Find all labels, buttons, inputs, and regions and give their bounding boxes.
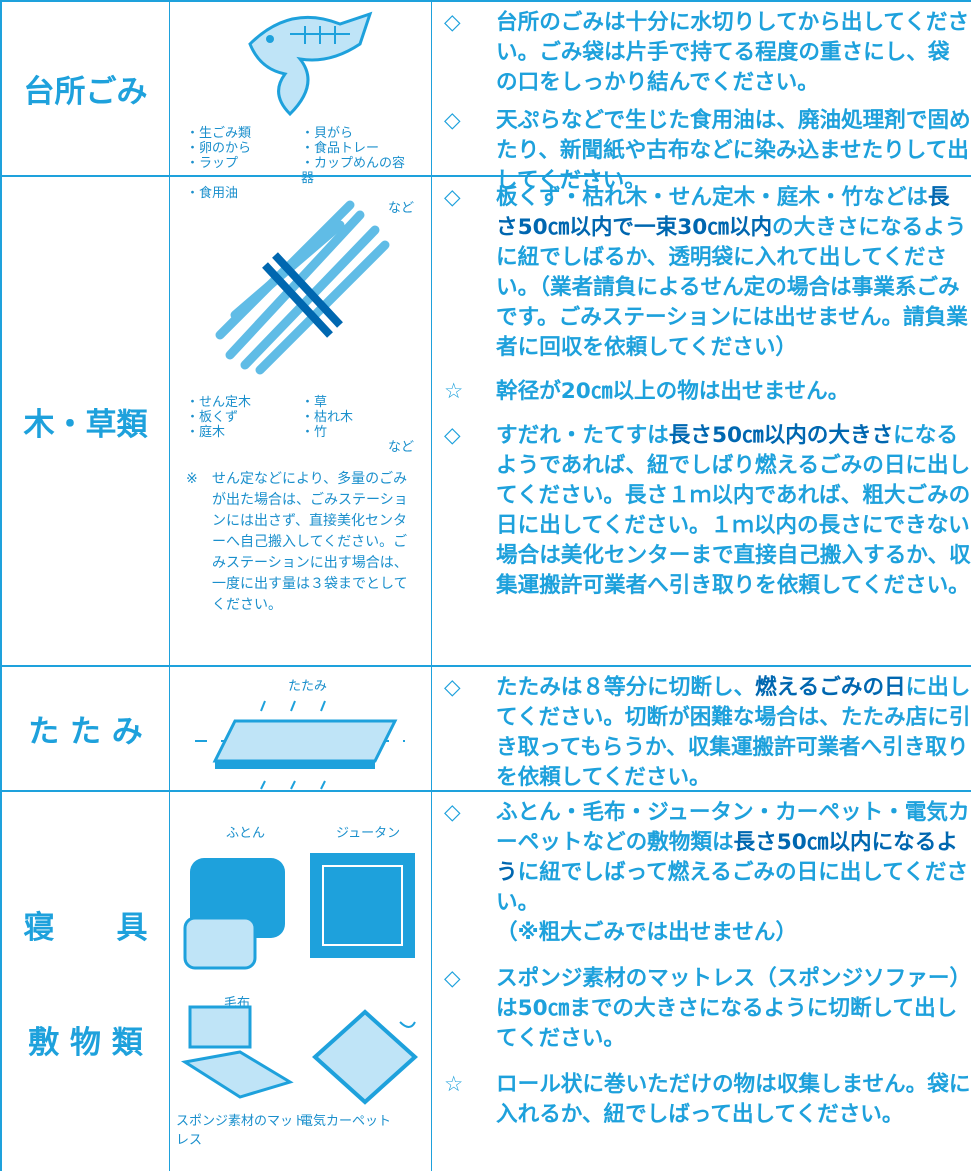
bullet: ◇ [444, 185, 461, 210]
paragraph-text: 幹径が20㎝以上の物は出せません。 [496, 377, 971, 407]
emphasis: 長さ50㎝以内の大きさ [668, 423, 894, 448]
item: ・板くず [186, 410, 239, 425]
image-label: 電気カーペット [300, 1114, 392, 1129]
item-etc: など [387, 440, 414, 455]
text-run: すだれ・たてすは [496, 423, 669, 448]
paragraph: ◇ ふとん・毛布・ジュータン・カーペット・電気カーペットなどの敷物類は長さ50㎝以… [440, 798, 971, 948]
note-mark: ※ [186, 471, 198, 487]
bullet: ☆ [444, 1072, 464, 1097]
text-run: たたみは８等分に切断し、 [496, 675, 756, 700]
paragraph-text: すだれ・たてすは長さ50㎝以内の大きさになるようであれば、紐でしばり燃えるごみの… [496, 421, 971, 601]
category-cell: 寝 具敷 物 類 [0, 792, 170, 1171]
item: ・貝がら [301, 126, 354, 141]
paragraph-text: ふとん・毛布・ジュータン・カーペット・電気カーペットなどの敷物類は長さ50㎝以内… [496, 798, 971, 948]
category-label: 寝 具 [23, 909, 148, 946]
note-text: せん定などにより、多量のごみが出た場合は、ごみステーションには出さず、直接美化セ… [212, 471, 408, 613]
category-label: た た み [28, 714, 143, 750]
text-run: スポンジ素材のマットレス（スポンジソファー）は50㎝までの大きさになるように切断… [496, 966, 961, 1051]
item: ・卵のから [186, 141, 252, 156]
category-label: 敷 物 類 [28, 1024, 143, 1061]
text-run: 板くず・枯れ木・せん定木・庭木・竹などは [496, 185, 928, 210]
item: ・食用油 [186, 186, 239, 201]
table-row: 寝 具敷 物 類ふとん ジュータン 毛布 スポンジ素材のマットレス 電気カーペット ◇ ふと… [0, 790, 971, 1171]
item-list: ・せん定木 ・草・板くず ・枯れ木・庭木 ・竹 [186, 395, 416, 440]
item-etc: など [387, 201, 414, 216]
table-row: 木・草類 ・せん定木 ・草 ・板くず ・枯れ木 ・庭木 ・竹 など ※ せん定などにより、多量のご… [0, 175, 971, 665]
text-run: 幹径が20㎝以上の物は出せません。 [496, 379, 850, 404]
text-run: になるようであれば、紐でしばり燃えるごみの日に出してください。長さ１ｍ以内であれ… [496, 423, 971, 598]
bullet: ◇ [444, 675, 461, 700]
text-run: の大きさになるように紐でしばるか、透明袋に入れて出してください。（業者請負による… [496, 215, 968, 360]
item: ・枯れ木 [301, 410, 354, 425]
paragraph: ◇ 天ぷらなどで生じた食用油は、廃油処理剤で固めたり、新聞紙や古布などに染み込ませ… [440, 106, 971, 196]
text-run: ロール状に巻いただけの物は収集しません。袋に入れるか、紐でしばって出してください… [496, 1072, 971, 1127]
text-cell: ◇ 板くず・枯れ木・せん定木・庭木・竹などは長さ50㎝以内で一束30㎝以内の大きさ… [432, 177, 971, 665]
bullet: ◇ [444, 423, 461, 448]
item: ・生ごみ類 [186, 126, 252, 141]
bullet: ◇ [444, 800, 461, 825]
text-run: に出してください。切断が困難な場合は、たたみ店に引き取ってもらうか、収集運搬許可… [496, 675, 971, 790]
text-run: 天ぷらなどで生じた食用油は、廃油処理剤で固めたり、新聞紙や古布などに染み込ませた… [496, 108, 971, 193]
paragraph-text: 天ぷらなどで生じた食用油は、廃油処理剤で固めたり、新聞紙や古布などに染み込ませた… [496, 106, 971, 196]
table-row: た た み たたみ ◇ たたみは８等分に切断し、燃えるごみの日に出してください。切断が… [0, 665, 971, 790]
paragraph: ☆ 幹径が20㎝以上の物は出せません。 [440, 377, 971, 407]
paragraph: ☆ ロール状に巻いただけの物は収集しません。袋に入れるか、紐でしばって出してくださ… [440, 1070, 971, 1130]
item: ・カップめんの容器 [301, 156, 406, 186]
item: ・食品トレー [301, 141, 380, 156]
bullet: ◇ [444, 10, 461, 35]
image-label: たたみ [288, 679, 328, 694]
category-label: 木・草類 [23, 406, 148, 443]
image-label: スポンジ素材のマットレス [176, 1114, 307, 1148]
item: ・竹 [301, 425, 328, 440]
paragraph: ◇ 板くず・枯れ木・せん定木・庭木・竹などは長さ50㎝以内で一束30㎝以内の大きさ… [440, 183, 971, 363]
illustration [180, 1005, 294, 1099]
text-cell: ◇ 台所のごみは十分に水切りしてから出してください。ごみ袋は片手で持てる程度の重さ… [432, 2, 971, 193]
illustration [183, 858, 285, 970]
bullet: ◇ [444, 966, 461, 991]
item: ・庭木 [186, 425, 226, 440]
item: ・草 [301, 395, 328, 410]
text-cell: ◇ ふとん・毛布・ジュータン・カーペット・電気カーペットなどの敷物類は長さ50㎝以… [432, 792, 971, 1171]
paragraph-text: 板くず・枯れ木・せん定木・庭木・竹などは長さ50㎝以内で一束30㎝以内の大きさに… [496, 183, 971, 363]
paragraph: ◇ スポンジ素材のマットレス（スポンジソファー）は50㎝までの大きさになるように切… [440, 964, 971, 1054]
text-run: に紐でしばって燃えるごみの日に出してください。 （※粗大ごみでは出せません） [496, 860, 969, 945]
image-cell: ・せん定木 ・草 ・板くず ・枯れ木 ・庭木 ・竹 など ※ せん定などにより、多量のごみが出た… [170, 177, 432, 665]
illustration [195, 700, 405, 790]
emphasis: 燃えるごみの日 [755, 675, 906, 700]
illustration [310, 853, 415, 958]
illustration [215, 200, 390, 375]
bullet: ◇ [444, 108, 461, 133]
text-run: 台所のごみは十分に水切りしてから出してください。ごみ袋は片手で持てる程度の重さに… [496, 10, 970, 95]
item: ・せん定木 [186, 395, 252, 410]
illustration [248, 11, 373, 117]
category-cell: た た み [0, 667, 170, 790]
text-run: ふとん・毛布・ジュータン・カーペット・電気カーペットなどの敷物類は [496, 800, 970, 855]
category-label: 台所ごみ [23, 74, 148, 110]
image-label: ジュータン [336, 826, 401, 841]
item-list: ・生ごみ類 ・貝がら・卵のから ・食品トレー・ラップ ・カップめんの容器・食用油 [186, 126, 416, 201]
image-cell: ふとん ジュータン 毛布 スポンジ素材のマットレス 電気カーペット [170, 792, 432, 1171]
note: ※ せん定などにより、多量のごみが出た場合は、ごみステーションには出さず、直接美化… [186, 469, 421, 616]
paragraph-text: スポンジ素材のマットレス（スポンジソファー）は50㎝までの大きさになるように切断… [496, 964, 971, 1054]
paragraph-text: たたみは８等分に切断し、燃えるごみの日に出してください。切断が困難な場合は、たた… [496, 673, 971, 793]
illustration [312, 1009, 418, 1105]
text-cell: ◇ たたみは８等分に切断し、燃えるごみの日に出してください。切断が困難な場合は、た… [432, 667, 971, 790]
category-cell: 台所ごみ [0, 2, 170, 175]
paragraph: ◇ 台所のごみは十分に水切りしてから出してください。ごみ袋は片手で持てる程度の重さ… [440, 8, 971, 98]
category-cell: 木・草類 [0, 177, 170, 665]
table-row: 台所ごみ・生ごみ類 ・貝がら・卵のから ・食品トレー・ラップ ・カップめんの容器・食用… [0, 0, 971, 216]
item: ・ラップ [186, 156, 239, 171]
image-cell: ・生ごみ類 ・貝がら・卵のから ・食品トレー・ラップ ・カップめんの容器・食用油など [170, 2, 432, 216]
bullet: ☆ [444, 379, 464, 404]
emphasis: 長さ50㎝以内になるよう [496, 830, 958, 885]
emphasis: 長さ50㎝以内で一束30㎝以内 [496, 185, 950, 240]
image-cell: たたみ [170, 667, 432, 790]
paragraph-text: ロール状に巻いただけの物は収集しません。袋に入れるか、紐でしばって出してください… [496, 1070, 971, 1130]
image-label: ふとん [226, 826, 266, 841]
paragraph-text: 台所のごみは十分に水切りしてから出してください。ごみ袋は片手で持てる程度の重さに… [496, 8, 971, 98]
paragraph: ◇ すだれ・たてすは長さ50㎝以内の大きさになるようであれば、紐でしばり燃えるごみ… [440, 421, 971, 601]
paragraph: ◇ たたみは８等分に切断し、燃えるごみの日に出してください。切断が困難な場合は、た… [440, 673, 971, 793]
